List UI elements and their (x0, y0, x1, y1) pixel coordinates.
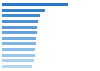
Bar (2, 37, 36, 40)
Bar (2, 65, 32, 68)
Bar (2, 59, 34, 62)
Bar (2, 42, 36, 45)
Bar (2, 26, 37, 29)
Bar (2, 9, 44, 12)
Bar (2, 31, 36, 34)
Bar (2, 54, 34, 57)
Bar (2, 14, 40, 17)
Bar (2, 3, 68, 6)
Bar (2, 48, 35, 51)
Bar (2, 20, 38, 23)
